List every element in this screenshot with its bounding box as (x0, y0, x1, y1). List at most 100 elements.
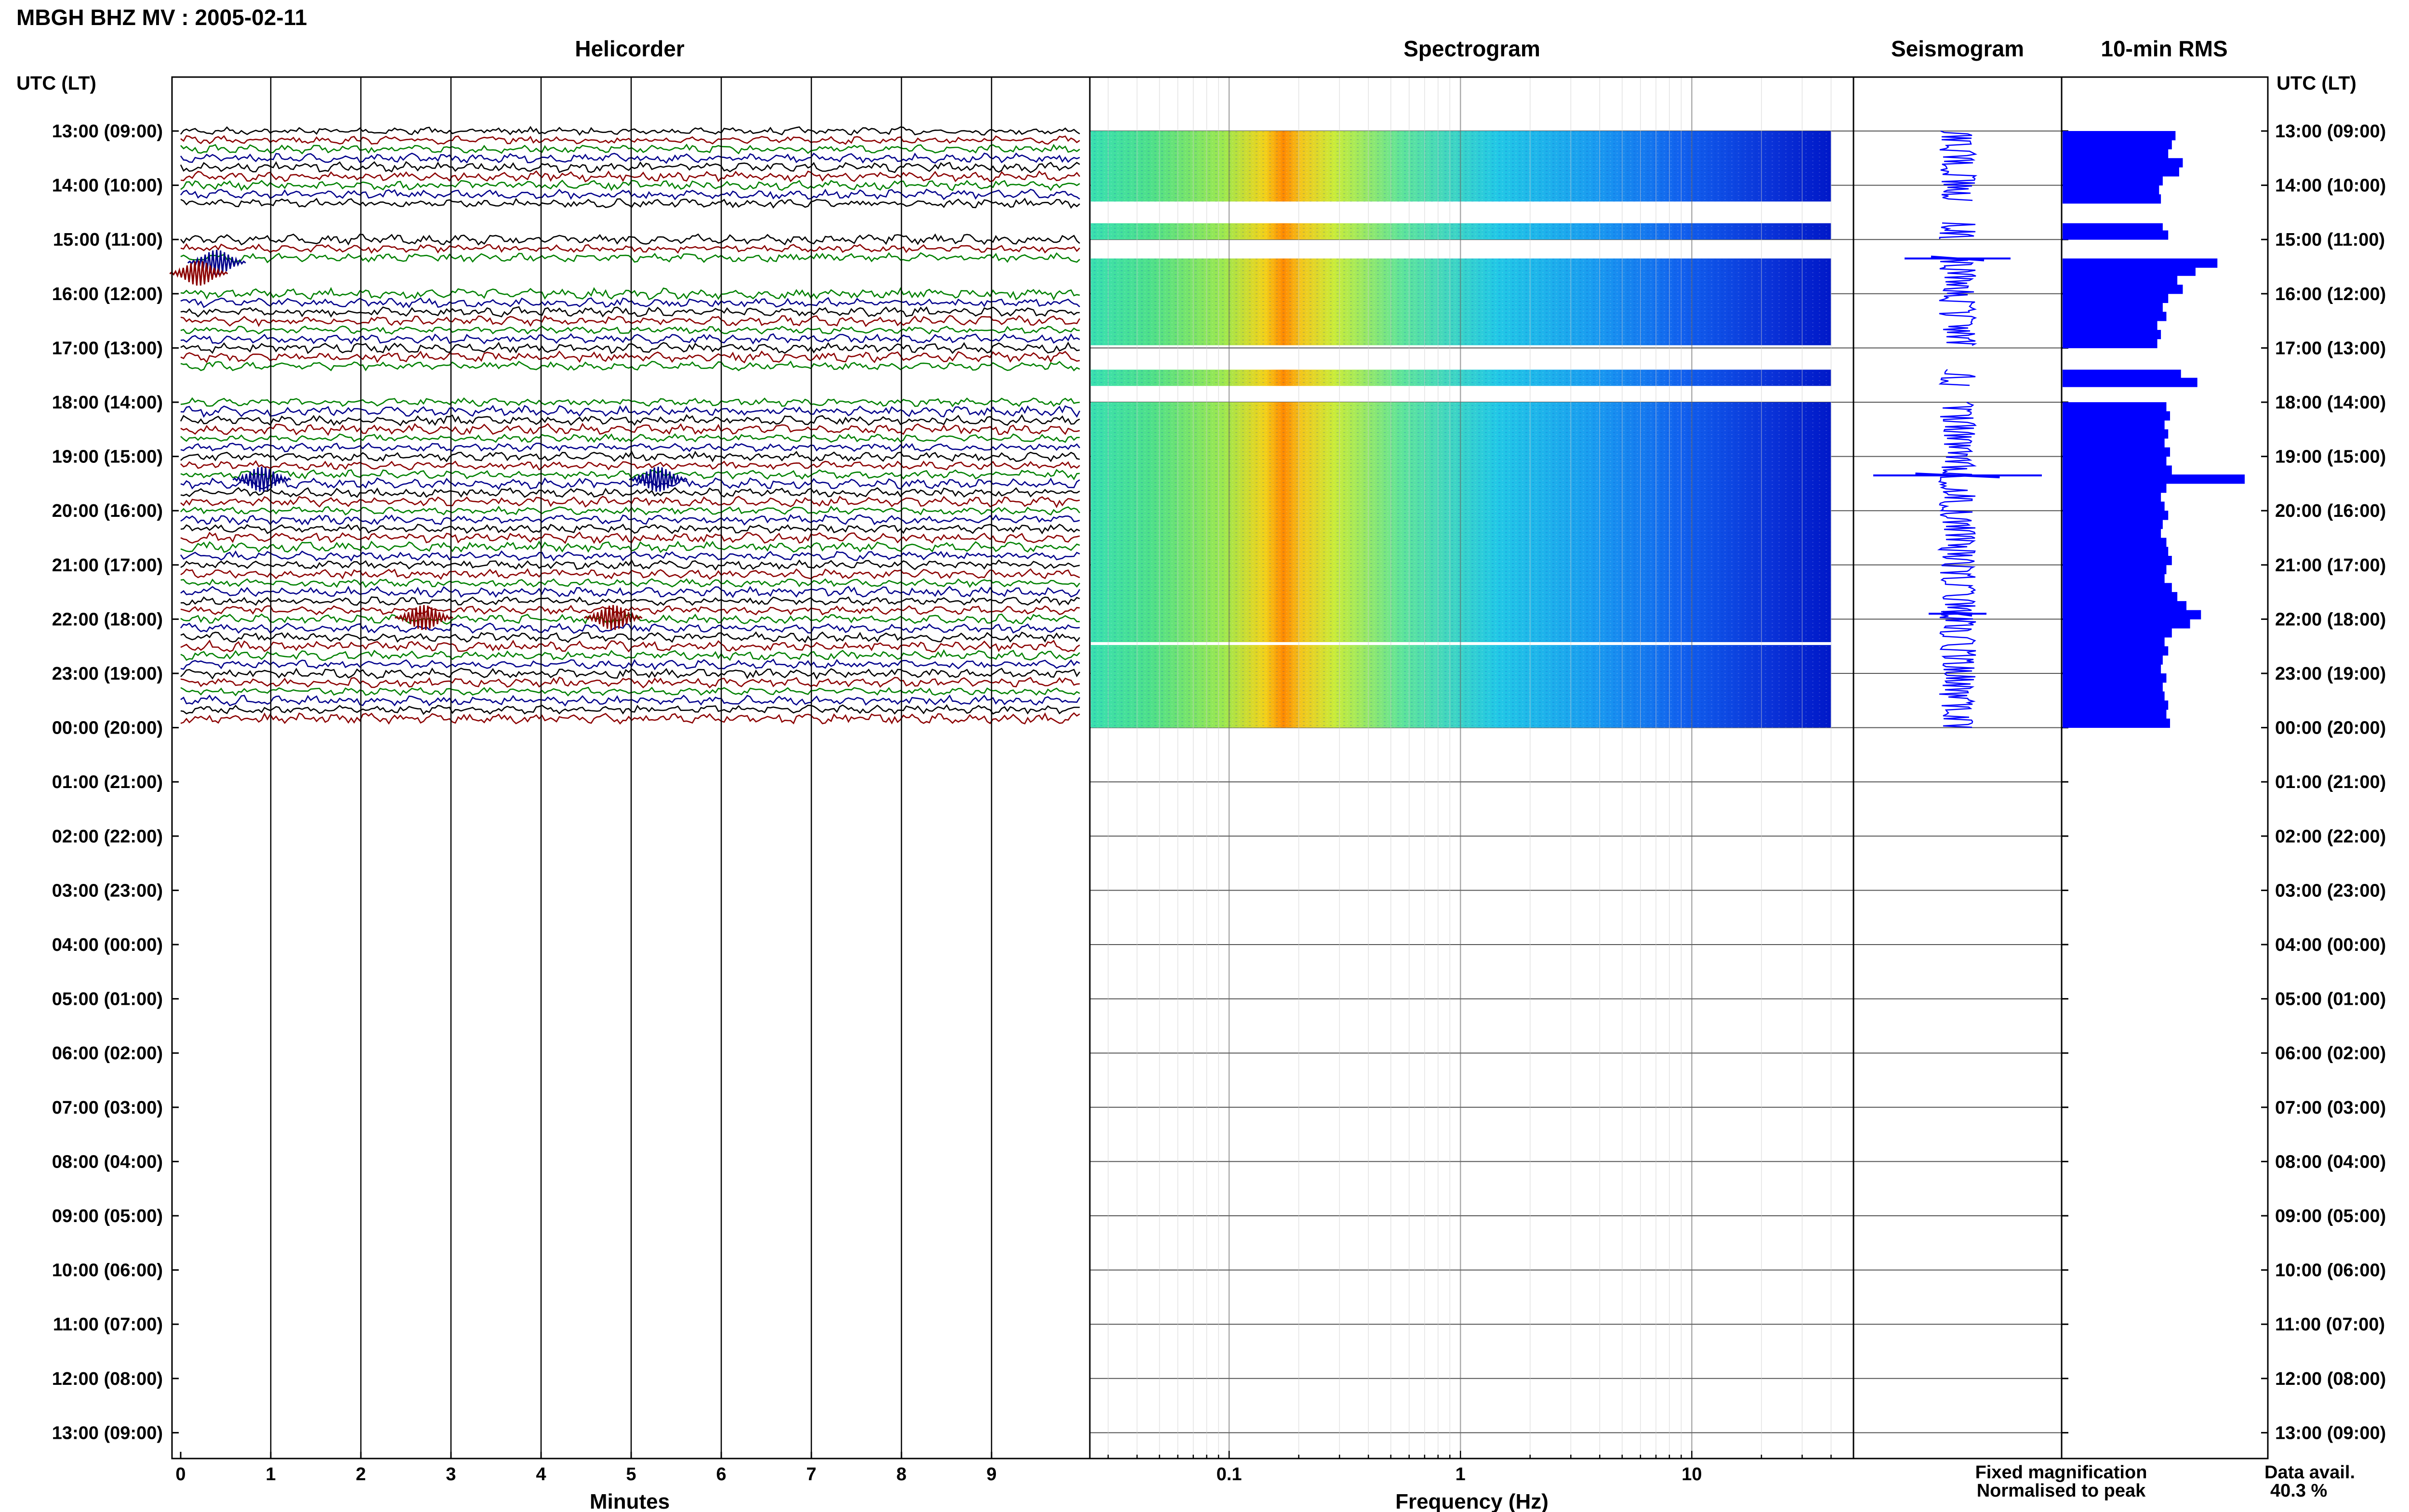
rms-bar (2063, 555, 2172, 565)
rms-bar (2063, 438, 2165, 448)
hour-label-left: 19:00 (15:00) (52, 447, 163, 467)
helicorder-trace-row (180, 144, 1080, 155)
utc-hour-labels-right: 13:00 (09:00) 14:00 (10:00) 15:00 (11:00) 1… (2275, 121, 2386, 1443)
hour-label-right: 13:00 (09:00) (2275, 1423, 2386, 1443)
minute-tick-label: 6 (716, 1464, 726, 1485)
station-title: MBGH BHZ MV : 2005-02-11 (16, 5, 307, 30)
helicorder-trace-row (180, 233, 1080, 246)
rms-bar (2063, 302, 2163, 312)
rms-bar (2063, 276, 2178, 285)
helicorder-trace-row (180, 315, 1081, 328)
hour-label-right: 11:00 (07:00) (2275, 1315, 2385, 1335)
rms-bar (2063, 411, 2171, 421)
rms-bar (2063, 230, 2169, 240)
seismogram-segment (1939, 222, 1976, 239)
helicorder-trace-row (180, 622, 1080, 634)
hour-label-left: 18:00 (14:00) (52, 393, 163, 413)
hour-label-right: 02:00 (22:00) (2275, 827, 2386, 847)
rms-bar (2063, 456, 2167, 466)
helicorder-trace-row (180, 306, 1080, 318)
rms-bar (2063, 492, 2161, 502)
minute-tick-label: 8 (896, 1464, 906, 1485)
seismogram-trace (1873, 130, 2042, 728)
spectrogram-xlabel: Frequency (Hz) (1395, 1490, 1549, 1512)
hour-label-right: 21:00 (17:00) (2275, 555, 2386, 576)
hour-label-left: 05:00 (01:00) (52, 989, 163, 1010)
rms-bar (2063, 223, 2163, 233)
hour-label-left: 13:00 (09:00) (52, 1423, 163, 1443)
hour-label-left: 12:00 (08:00) (52, 1369, 163, 1389)
helicorder-trace-row (180, 442, 1081, 452)
helicorder-trace-row (180, 524, 1080, 535)
hour-label-left: 07:00 (03:00) (52, 1098, 163, 1118)
minute-tick-label: 9 (986, 1464, 996, 1485)
rms-bar (2063, 710, 2167, 719)
rms-bar (2063, 637, 2165, 647)
rms-bar (2063, 474, 2245, 484)
helicorder-trace-row (180, 540, 1080, 553)
hour-label-left: 16:00 (12:00) (52, 284, 163, 304)
minute-tick-label: 4 (536, 1464, 546, 1485)
rms-bar (2063, 140, 2172, 150)
spectrogram-x-ticks: 0.1 1 10 (1217, 1464, 1702, 1485)
minute-tick-label: 3 (446, 1464, 456, 1485)
helicorder-trace-row (180, 397, 1080, 408)
rms-frame (2061, 76, 2269, 1459)
minute-tick-label: 7 (806, 1464, 816, 1485)
minute-tick-label: 1 (265, 1464, 276, 1485)
helicorder-trace-row (180, 350, 1080, 364)
rms-bar (2063, 547, 2169, 556)
hour-label-right: 08:00 (04:00) (2275, 1152, 2386, 1172)
data-avail-label: Data avail. (2264, 1462, 2355, 1483)
helicorder-trace-row (180, 487, 1080, 498)
helicorder-trace-row (180, 469, 1080, 481)
hour-label-left: 13:00 (09:00) (52, 121, 163, 142)
rms-bar (2063, 258, 2218, 268)
helicorder-trace-row (180, 342, 1080, 354)
rms-bar (2063, 628, 2172, 638)
hour-label-right: 00:00 (20:00) (2275, 718, 2386, 738)
helicorder-trace-row (180, 414, 1080, 427)
seismogram-segment (1937, 401, 1977, 728)
rms-bar (2063, 691, 2165, 701)
time-axis-label-right: UTC (LT) (2277, 73, 2356, 94)
hour-label-left: 03:00 (23:00) (52, 881, 163, 901)
seismogram-spike (1929, 611, 1986, 617)
helicorder-trace-row (180, 531, 1080, 544)
rms-bar (2063, 520, 2163, 529)
seismogram-segment (1938, 369, 1976, 386)
rms-bar (2063, 465, 2172, 475)
legend-normalised-to-peak: Normalised to peak (1977, 1481, 2146, 1501)
rms-bar (2063, 664, 2161, 674)
hour-label-right: 15:00 (11:00) (2275, 230, 2385, 250)
hour-label-right: 13:00 (09:00) (2275, 121, 2386, 142)
helicorder-trace-row (180, 170, 1081, 183)
rms-bar (2063, 655, 2163, 665)
hour-label-left: 02:00 (22:00) (52, 827, 163, 847)
hour-label-left: 17:00 (13:00) (52, 338, 163, 358)
helicorder-trace-row (180, 161, 1080, 173)
rms-bar (2063, 565, 2167, 575)
hour-label-right: 12:00 (08:00) (2275, 1369, 2386, 1389)
hour-label-left: 15:00 (11:00) (53, 230, 163, 250)
hour-label-left: 20:00 (16:00) (52, 501, 163, 521)
time-axis-label-left: UTC (LT) (16, 73, 96, 94)
rms-bar (2063, 501, 2165, 511)
helicorder-trace-row (180, 514, 1080, 526)
helicorder-trace-row (180, 667, 1081, 680)
rms-bar (2063, 610, 2201, 619)
rms-bar (2063, 266, 2196, 276)
hour-label-left: 22:00 (18:00) (52, 609, 163, 630)
rms-title: 10-min RMS (2101, 36, 2227, 61)
frequency-tick-label: 1 (1456, 1464, 1466, 1485)
helicorder-trace-row (180, 496, 1080, 509)
helicorder-trace-row (180, 505, 1081, 516)
helicorder-trace-row (180, 460, 1080, 471)
hour-label-right: 17:00 (13:00) (2275, 338, 2386, 358)
rms-bar (2063, 592, 2178, 602)
rms-bar (2063, 538, 2167, 547)
helicorder-trace-row (180, 287, 1080, 301)
rms-bar (2063, 329, 2161, 340)
hour-label-right: 06:00 (02:00) (2275, 1043, 2386, 1064)
helicorder-trace-row (180, 676, 1080, 689)
